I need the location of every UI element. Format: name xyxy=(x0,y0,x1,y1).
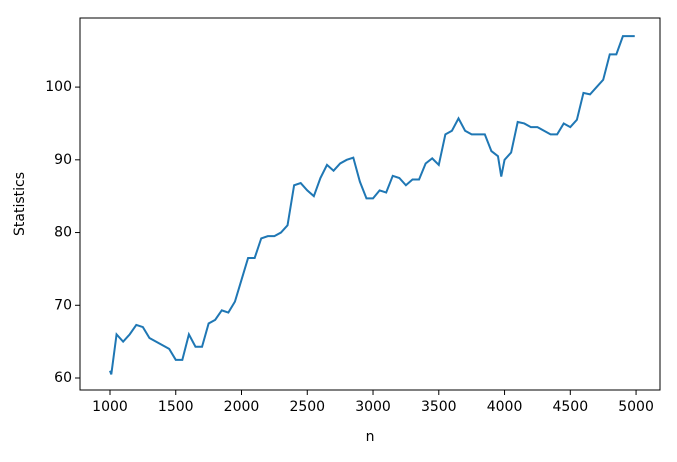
x-tick-label: 3000 xyxy=(355,399,391,415)
y-tick-label: 60 xyxy=(54,370,72,386)
x-tick-label: 4000 xyxy=(487,399,523,415)
x-tick-label: 1000 xyxy=(92,399,128,415)
x-tick-label: 4500 xyxy=(552,399,588,415)
line-series xyxy=(109,35,635,375)
x-tick-label: 2500 xyxy=(289,399,325,415)
y-tick-label: 100 xyxy=(45,79,72,95)
x-tick-label: 5000 xyxy=(618,399,654,415)
y-tick-label: 80 xyxy=(54,225,72,241)
x-tick-label: 2000 xyxy=(224,399,260,415)
y-tick-label: 70 xyxy=(54,297,72,313)
y-axis-label: Statistics xyxy=(12,172,28,236)
plot-frame xyxy=(79,17,661,391)
x-axis-label: n xyxy=(366,429,375,445)
x-tick-label: 3500 xyxy=(421,399,457,415)
x-tick-label: 1500 xyxy=(158,399,194,415)
y-tick-label: 90 xyxy=(54,152,72,168)
